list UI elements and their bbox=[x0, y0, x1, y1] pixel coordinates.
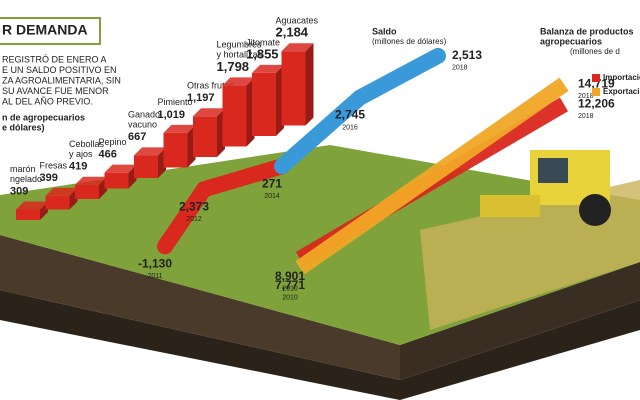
category-label: Otras frutas bbox=[187, 81, 235, 91]
bar-top bbox=[45, 187, 78, 196]
chart-title: Saldo bbox=[372, 26, 397, 36]
ribbon-segment bbox=[157, 181, 212, 255]
bar bbox=[222, 85, 247, 147]
bar-top bbox=[104, 164, 137, 173]
intro-line: REGISTRÓ DE ENERO A bbox=[2, 54, 107, 64]
value-label: 1,019 bbox=[158, 109, 186, 121]
x-label: 2012 bbox=[186, 216, 202, 223]
value-label: 271 bbox=[262, 176, 282, 190]
value-label: 419 bbox=[69, 161, 87, 173]
category-label: Ganado bbox=[128, 110, 160, 120]
value-label: 12,206 bbox=[578, 97, 615, 111]
category-label: Legumbres bbox=[217, 40, 263, 50]
value-label: 309 bbox=[10, 185, 28, 197]
chart-subtitle: (millones de dólares) bbox=[372, 37, 447, 46]
bar bbox=[104, 172, 129, 189]
soil-bottom bbox=[0, 290, 640, 400]
value-label: 14,719 bbox=[578, 76, 615, 90]
intro-line: E UN SALDO POSITIVO EN bbox=[2, 65, 117, 75]
category-label: vacuno bbox=[128, 120, 157, 130]
value-label: 2,745 bbox=[335, 108, 365, 122]
bar bbox=[281, 51, 306, 126]
bar bbox=[193, 116, 217, 157]
category-label: y ajos bbox=[69, 149, 93, 159]
x-label: 2011 bbox=[147, 273, 162, 280]
value-label: 8,901 bbox=[275, 269, 305, 283]
category-label: Pepino bbox=[99, 137, 127, 147]
intro-line: AL DEL AÑO PREVIO. bbox=[2, 96, 93, 106]
bar bbox=[16, 209, 40, 220]
category-label: Pimiento bbox=[158, 97, 193, 107]
legend-label: Importacio bbox=[603, 73, 640, 82]
category-label: Cebollas bbox=[69, 139, 105, 149]
title: R DEMANDA bbox=[2, 22, 88, 38]
category-label: ngelado bbox=[10, 174, 42, 184]
bar bbox=[134, 155, 158, 178]
bar bbox=[75, 184, 99, 199]
category-label: y hortalizas bbox=[217, 50, 263, 60]
ribbon-segment bbox=[196, 158, 290, 198]
bar bbox=[45, 195, 70, 210]
title-box bbox=[0, 17, 101, 45]
category-label: marón bbox=[10, 164, 36, 174]
ribbon-segment bbox=[352, 47, 446, 106]
category-label: Aguacates bbox=[276, 16, 319, 26]
legend-swatch bbox=[592, 88, 600, 96]
bar-top bbox=[134, 147, 166, 156]
bar-top bbox=[75, 176, 107, 185]
value-label: 1,855 bbox=[246, 46, 279, 61]
soil-right bbox=[400, 262, 640, 380]
value-label: 1,197 bbox=[187, 92, 215, 104]
value-label: 466 bbox=[99, 149, 117, 161]
bar-top bbox=[252, 64, 284, 73]
value-label: 7,771 bbox=[275, 278, 305, 292]
legend-label: Exportacio bbox=[603, 87, 640, 96]
x-label: 2010 bbox=[282, 295, 298, 302]
x-label: 2018 bbox=[578, 113, 594, 120]
value-label: 1,798 bbox=[217, 59, 250, 74]
value-label: 399 bbox=[40, 172, 58, 184]
value-label: 2,184 bbox=[276, 25, 309, 40]
value-label: 2,373 bbox=[179, 199, 209, 213]
x-label: 2016 bbox=[342, 124, 358, 131]
bar-subtitle: n de agropecuarios bbox=[2, 112, 85, 122]
value-label: 667 bbox=[128, 131, 146, 143]
soil-left bbox=[0, 235, 400, 380]
chart-title: agropecuarios bbox=[540, 36, 602, 46]
intro-line: SU AVANCE FUE MENOR bbox=[2, 86, 109, 96]
intro-line: ZA AGROALIMENTARIA, SIN bbox=[2, 75, 121, 85]
x-label: 2014 bbox=[264, 193, 280, 200]
chart-subtitle: (millones de d bbox=[570, 47, 620, 56]
bar bbox=[163, 132, 188, 168]
bar bbox=[252, 72, 276, 136]
bar-subtitle: e dólares) bbox=[2, 122, 45, 132]
bar-top bbox=[163, 124, 196, 133]
harvester bbox=[480, 150, 611, 226]
bar-top bbox=[193, 108, 225, 117]
value-label: 2,513 bbox=[452, 48, 482, 62]
ribbon bbox=[295, 77, 569, 275]
category-label: Fresas bbox=[40, 160, 68, 170]
legend-swatch bbox=[592, 74, 600, 82]
category-label: Jitomate bbox=[246, 37, 280, 47]
x-label: 2018 bbox=[452, 65, 468, 72]
value-label: -1,130 bbox=[138, 256, 172, 270]
chart-title: Balanza de productos bbox=[540, 26, 634, 36]
bar-top bbox=[281, 43, 314, 52]
bar-side bbox=[305, 43, 314, 126]
x-label: 2018 bbox=[578, 93, 594, 100]
ribbon-segment bbox=[274, 89, 368, 175]
bar-top bbox=[16, 201, 48, 210]
x-label: 2010 bbox=[282, 286, 298, 293]
bar-top bbox=[222, 77, 255, 86]
